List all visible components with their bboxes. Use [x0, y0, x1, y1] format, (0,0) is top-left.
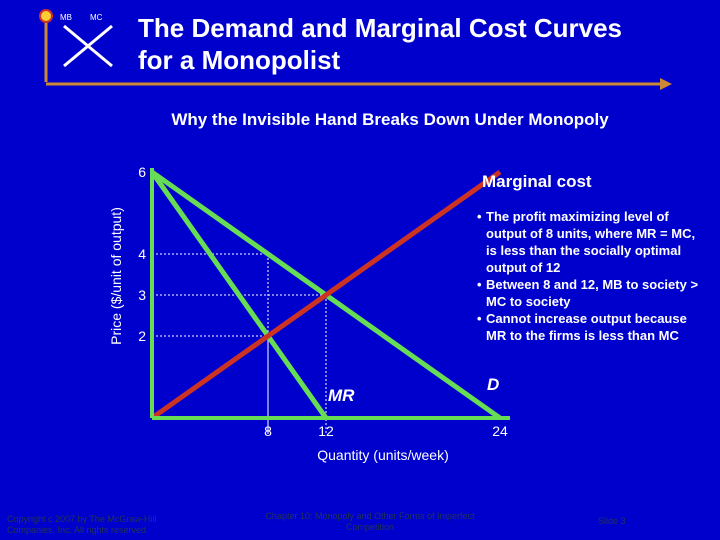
footer-chapter: Chapter 10: Monopoly and Other Forms of … — [265, 511, 475, 532]
mb-mc-logo-icon: MB MC — [39, 9, 113, 82]
chart-curves — [149, 169, 502, 421]
x-tick-label: 24 — [492, 423, 508, 439]
bullet-item: The profit maximizing level of output of… — [477, 208, 704, 276]
y-tick-label: 3 — [138, 287, 146, 303]
x-tick-label: 12 — [318, 423, 334, 439]
title-underline-arrow — [46, 78, 672, 90]
bullet-item: Between 8 and 12, MB to society > MC to … — [477, 276, 704, 310]
y-axis-label: Price ($/unit of output) — [108, 207, 124, 345]
slide-title: The Demand and Marginal Cost Curves for … — [138, 13, 622, 75]
guide-lines — [152, 253, 327, 434]
logo-dot — [39, 9, 53, 23]
marginal-cost-label: Marginal cost — [482, 172, 592, 191]
x-axis-label: Quantity (units/week) — [317, 447, 449, 463]
marginal-cost-curve — [150, 169, 502, 421]
footer-slide-number: Slide 3 — [598, 516, 626, 526]
y-tick-label: 2 — [138, 328, 146, 344]
y-tick-label: 6 — [138, 164, 146, 180]
y-tick-label: 4 — [138, 246, 146, 262]
arrow-head-icon — [660, 78, 672, 90]
x-tick-label: 8 — [264, 423, 272, 439]
demand-label: D — [487, 375, 500, 394]
logo-mb-label: MB — [60, 13, 72, 22]
chart-subtitle: Why the Invisible Hand Breaks Down Under… — [171, 110, 609, 129]
bullet-item: Cannot increase output because MR to the… — [477, 310, 704, 344]
chart-axes — [150, 168, 510, 420]
tick-labels: 6 4 3 2 8 12 24 — [138, 164, 508, 439]
logo-mc-line — [63, 24, 113, 68]
mr-label: MR — [328, 386, 355, 405]
mr-curve — [149, 170, 329, 420]
logo-mc-label: MC — [90, 13, 103, 22]
bullet-list: The profit maximizing level of output of… — [477, 208, 704, 344]
footer-copyright: Copyright c 2007 by The McGraw-Hill Comp… — [7, 514, 157, 535]
